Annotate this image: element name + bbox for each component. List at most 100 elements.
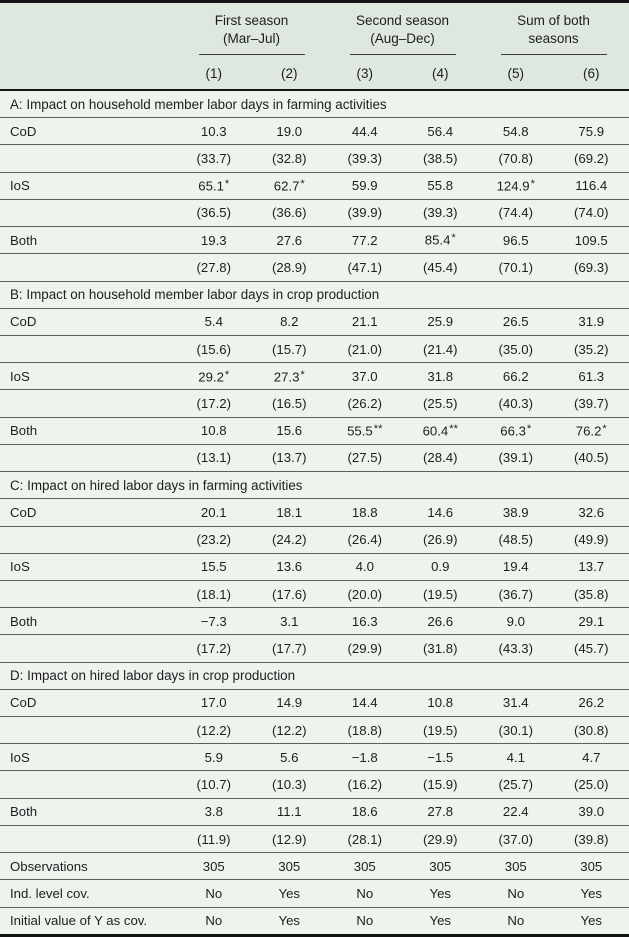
table-row: (33.7) (32.8) (39.3) (38.5) (70.8) (69.2): [0, 144, 629, 171]
cell-value: No: [205, 885, 223, 901]
cell-value: 10.8: [200, 423, 227, 439]
cell-value: (13.7): [272, 450, 307, 466]
cell-value: (48.5): [498, 532, 533, 548]
cell-value: 76.2*: [575, 422, 607, 439]
cell-value: 21.1: [351, 314, 378, 330]
cell-value: (29.9): [423, 831, 458, 847]
cell-value: (28.9): [272, 259, 307, 275]
significance-stars: *: [224, 368, 230, 381]
column-number: (5): [507, 66, 525, 81]
significance-stars: *: [530, 177, 535, 190]
cell-value: 27.3*: [273, 368, 305, 385]
cell-value: Yes: [429, 885, 451, 901]
cell-value: No: [507, 885, 525, 901]
cell-value: 66.2: [502, 368, 529, 384]
cell-value: (40.5): [574, 450, 609, 466]
cell-value: (31.8): [423, 640, 458, 656]
cell-value: 11.1: [276, 804, 302, 820]
cell-value: 18.6: [351, 804, 378, 820]
cell-value: 31.8: [427, 368, 454, 384]
cell-value: 25.9: [427, 314, 454, 330]
cell-value: (21.0): [347, 341, 382, 357]
table-row: CoD 10.3 19.0 44.4 56.4 54.8 75.9: [0, 117, 629, 144]
row-label: Both: [10, 232, 38, 248]
cell-value: 16.3: [351, 613, 378, 629]
cell-value: 15.6: [276, 423, 303, 439]
cell-value: (35.8): [574, 586, 609, 602]
table-row: Observations 305 305 305 305 305 305: [0, 852, 629, 879]
cell-value: 85.4*: [424, 232, 456, 248]
cell-value: (30.1): [498, 722, 533, 738]
cell-value: (47.1): [347, 259, 382, 275]
column-number: (1): [205, 66, 223, 81]
cell-value: (12.9): [272, 831, 307, 847]
cell-value: (24.2): [272, 532, 307, 548]
cell-value: (39.8): [574, 831, 609, 847]
column-number: (4): [432, 66, 449, 81]
cell-value: 9.0: [506, 613, 525, 629]
cell-value: 18.8: [351, 504, 378, 520]
cell-value: 4.0: [355, 559, 374, 575]
group-underline: [349, 53, 456, 55]
row-label: Both: [10, 613, 38, 629]
section-header-row: D: Impact on hired labor days in crop pr…: [0, 661, 629, 689]
header-divider-rule: [0, 89, 629, 91]
table-row: IoS 5.9 5.6 −1.8 −1.5 4.1 4.7: [0, 743, 629, 770]
cell-value: 0.9: [431, 559, 450, 575]
row-label: CoD: [10, 314, 37, 330]
cell-value: 75.9: [578, 123, 605, 139]
table-row: (11.9) (12.9) (28.1) (29.9) (37.0) (39.8): [0, 824, 629, 852]
cell-value: 26.2: [578, 695, 605, 711]
cell-value: 8.2: [280, 314, 299, 330]
cell-value: (35.2): [574, 341, 609, 357]
table-row: (17.2) (17.7) (29.9) (31.8) (43.3) (45.7): [0, 634, 629, 661]
cell-value: (16.5): [272, 396, 307, 412]
table-row: Both 19.3 27.6 77.2 85.4* 96.5 109.5: [0, 226, 629, 253]
cell-value: 13.6: [276, 559, 303, 575]
cell-value: 19.4: [502, 559, 529, 575]
cell-value: (27.5): [347, 450, 382, 466]
cell-value: (45.4): [423, 259, 458, 275]
cell-value: (39.1): [498, 450, 533, 466]
table-row: CoD 5.4 8.2 21.1 25.9 26.5 31.9: [0, 307, 629, 335]
cell-value: (36.6): [272, 205, 307, 221]
cell-value: 29.1: [578, 613, 605, 629]
cell-value: 77.2: [351, 232, 378, 248]
cell-value: (39.7): [574, 396, 609, 412]
table-row: (12.2) (12.2) (18.8) (19.5) (30.1) (30.8): [0, 716, 629, 743]
row-label: Initial value of Y as cov.: [10, 913, 148, 929]
significance-stars: *: [602, 422, 607, 435]
cell-value: 44.4: [351, 123, 378, 139]
section-title: D: Impact on hired labor days in crop pr…: [10, 668, 296, 684]
section-header-row: A: Impact on household member labor days…: [0, 91, 629, 117]
cell-value: 305: [353, 858, 376, 874]
cell-value: (21.4): [423, 341, 458, 357]
cell-value: (12.2): [272, 722, 307, 738]
cell-value: 15.5: [200, 559, 227, 575]
table-row: (27.8) (28.9) (47.1) (45.4) (70.1) (69.3): [0, 253, 629, 280]
significance-stars: *: [300, 177, 305, 190]
cell-value: (17.7): [272, 640, 307, 656]
significance-stars: **: [449, 422, 458, 435]
column-group-row: First season (Mar–Jul) Second season (Au…: [0, 12, 629, 55]
group-underline: [198, 53, 305, 55]
cell-value: 305: [504, 858, 527, 874]
table-row: Ind. level cov. No Yes No Yes No Yes: [0, 879, 629, 906]
row-label: IoS: [10, 559, 30, 575]
section-header-row: C: Impact on hired labor days in farming…: [0, 471, 629, 498]
cell-value: (69.3): [574, 259, 609, 275]
table-row: Both 10.8 15.6 55.5** 60.4** 66.3* 76.2*: [0, 416, 629, 444]
table-row: CoD 20.1 18.1 18.8 14.6 38.9 32.6: [0, 498, 629, 525]
cell-value: 13.7: [578, 559, 605, 575]
cell-value: 38.9: [502, 504, 529, 520]
cell-value: 19.3: [200, 232, 227, 248]
column-group-second-season: Second season (Aug–Dec): [327, 12, 478, 55]
cell-value: 3.1: [280, 613, 299, 629]
column-group-sum-seasons: Sum of both seasons: [478, 12, 629, 55]
cell-value: 14.9: [276, 695, 303, 711]
cell-value: (49.9): [574, 532, 609, 548]
cell-value: 305: [278, 858, 301, 874]
table-row: IoS 65.1* 62.7* 59.9 55.8 124.9* 116.4: [0, 171, 629, 199]
cell-value: (74.0): [574, 205, 609, 221]
cell-value: No: [356, 885, 374, 901]
